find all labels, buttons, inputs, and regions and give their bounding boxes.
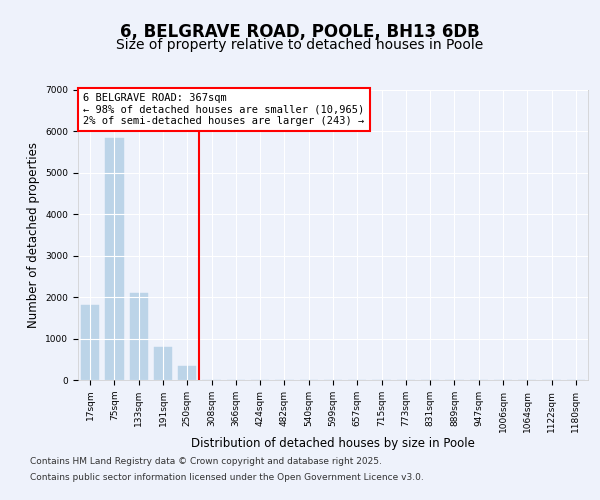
- Text: Size of property relative to detached houses in Poole: Size of property relative to detached ho…: [116, 38, 484, 52]
- Bar: [81, 306, 99, 380]
- Bar: [106, 138, 124, 380]
- Bar: [130, 293, 148, 380]
- Text: 6, BELGRAVE ROAD, POOLE, BH13 6DB: 6, BELGRAVE ROAD, POOLE, BH13 6DB: [120, 22, 480, 40]
- X-axis label: Distribution of detached houses by size in Poole: Distribution of detached houses by size …: [191, 438, 475, 450]
- Text: Contains public sector information licensed under the Open Government Licence v3: Contains public sector information licen…: [30, 472, 424, 482]
- Bar: [154, 347, 172, 380]
- Text: 6 BELGRAVE ROAD: 367sqm
← 98% of detached houses are smaller (10,965)
2% of semi: 6 BELGRAVE ROAD: 367sqm ← 98% of detache…: [83, 93, 364, 126]
- Y-axis label: Number of detached properties: Number of detached properties: [27, 142, 40, 328]
- Bar: [178, 366, 196, 380]
- Text: Contains HM Land Registry data © Crown copyright and database right 2025.: Contains HM Land Registry data © Crown c…: [30, 458, 382, 466]
